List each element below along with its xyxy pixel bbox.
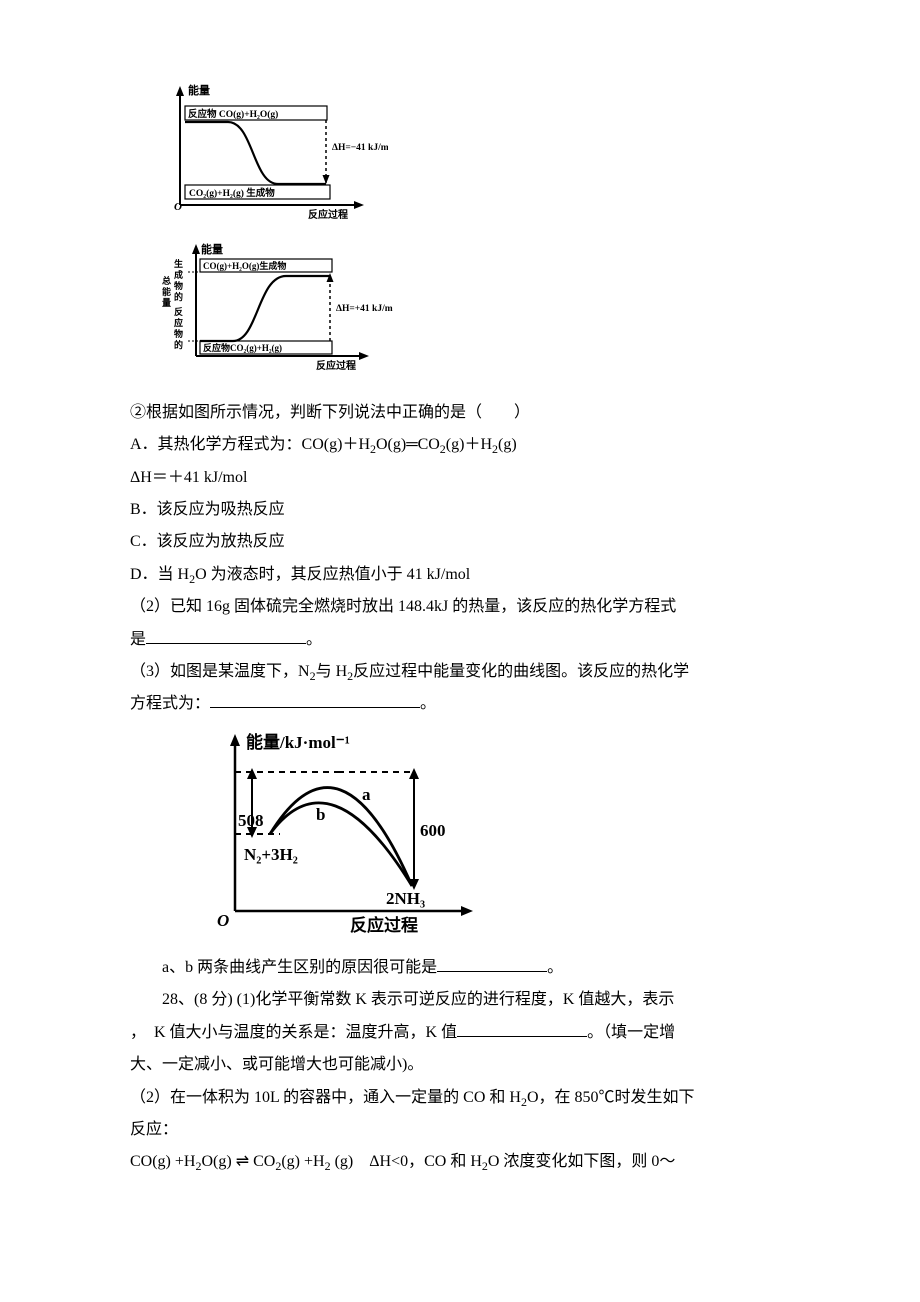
svg-text:ΔH=−41 kJ/mol: ΔH=−41 kJ/mol [332, 143, 388, 153]
q2-option-d: D．当 H2O 为液态时，其反应热值小于 41 kJ/mol [130, 560, 820, 590]
energy-diagram-endothermic: 能量 生 成 物 的 总 能 量 反 应 物 的 CO(g)+H₂O(g)生成物… [158, 241, 820, 387]
q2-option-c: C．该反应为放热反应 [130, 527, 820, 557]
text: O(g) [376, 436, 406, 453]
q28-line3: 大、一定减小、或可能增大也可能减小)。 [130, 1050, 820, 1080]
energy-diagram-exothermic: O 能量 反应物 CO(g)+H₂O(g) ΔH=−41 kJ/mol CO₂(… [158, 80, 820, 231]
svg-text:的: 的 [174, 291, 183, 302]
svg-text:508: 508 [238, 811, 264, 830]
svg-text:a: a [362, 785, 371, 804]
text: O，在 850℃时发生如下 [527, 1089, 695, 1106]
part2-line2: 是。 [130, 625, 820, 655]
text: 。 [547, 959, 563, 976]
q28-eq: CO(g) +H2O(g) ⇌ CO2(g) +H2 (g) ΔH<0，CO 和… [130, 1147, 820, 1177]
text: 。（填一定增 [587, 1024, 675, 1041]
text: O 浓度变化如下图，则 0～ [488, 1153, 676, 1170]
part3-line2: 方程式为： 。 [130, 689, 820, 719]
svg-text:O: O [217, 911, 229, 930]
text: （3）如图是某温度下，N [130, 663, 310, 680]
text: 与 H [316, 663, 348, 680]
svg-text:物: 物 [174, 328, 183, 339]
blank [457, 1019, 587, 1037]
part3-tail: a、b 两条曲线产生区别的原因很可能是 。 [130, 953, 820, 983]
blank [210, 691, 420, 709]
svg-text:b: b [316, 805, 325, 824]
svg-text:反应过程: 反应过程 [308, 208, 348, 220]
text: O 为液态时，其反应热值小于 41 kJ/mol [195, 566, 470, 583]
part3-line1: （3）如图是某温度下，N2与 H2反应过程中能量变化的曲线图。该反应的热化学 [130, 657, 820, 687]
svg-text:成: 成 [174, 269, 183, 280]
svg-text:生: 生 [174, 258, 183, 269]
svg-text:反应过程: 反应过程 [350, 915, 418, 935]
text: 反应过程中能量变化的曲线图。该反应的热化学 [353, 663, 689, 680]
svg-text:能量: 能量 [188, 83, 210, 97]
svg-text:反应过程: 反应过程 [316, 359, 356, 372]
svg-text:量: 量 [162, 297, 171, 308]
text: (g)＋H [446, 436, 492, 453]
text: (g) ΔH<0，CO 和 H [331, 1153, 482, 1170]
q2-option-b: B．该反应为吸热反应 [130, 495, 820, 525]
q28-line4: （2）在一体积为 10L 的容器中，通入一定量的 CO 和 H2O，在 850℃… [130, 1083, 820, 1113]
svg-text:ΔH=+41 kJ/mol: ΔH=+41 kJ/mol [336, 304, 393, 314]
text: a、b 两条曲线产生区别的原因很可能是 [162, 959, 437, 976]
blank [437, 954, 547, 972]
q28-line2: ， K 值大小与温度的关系是：温度升高，K 值 。（填一定增 [130, 1018, 820, 1048]
q2-stem: ②根据如图所示情况，判断下列说法中正确的是（ ） [130, 398, 820, 428]
text: 方程式为： [130, 695, 210, 712]
text: CO [418, 436, 440, 453]
text: O(g) [201, 1153, 235, 1170]
svg-text:反应物CO₂(g)+H₂(g): 反应物CO₂(g)+H₂(g) [203, 342, 282, 353]
text: 。 [420, 695, 436, 712]
svg-text:600: 600 [420, 821, 446, 840]
svg-text:CO₂(g)+H₂(g) 生成物: CO₂(g)+H₂(g) 生成物 [189, 187, 275, 199]
energy-curve-chart: O 能量/kJ·mol⁻¹ 反应过程 508 600 a b [190, 726, 820, 947]
svg-text:的: 的 [174, 339, 183, 350]
text: (g) +H [281, 1153, 324, 1170]
reversible-arrow: ⇌ [236, 1153, 249, 1170]
svg-text:O: O [174, 201, 182, 213]
text: 。 [306, 631, 322, 648]
q28-line5: 反应： [130, 1115, 820, 1145]
svg-text:能: 能 [162, 286, 171, 297]
text: 是 [130, 631, 146, 648]
text: CO(g) +H [130, 1153, 195, 1170]
q2-option-a: A．其热化学方程式为：CO(g)＋H2O(g)═CO2(g)＋H2(g) [130, 430, 820, 460]
svg-text:物: 物 [174, 280, 183, 291]
q2-option-a-dh: ΔH＝＋41 kJ/mol [130, 463, 820, 493]
svg-text:反应物 CO(g)+H₂O(g): 反应物 CO(g)+H₂O(g) [188, 108, 278, 120]
text: （2）在一体积为 10L 的容器中，通入一定量的 CO 和 H [130, 1089, 521, 1106]
svg-text:反: 反 [174, 306, 183, 317]
blank [146, 626, 306, 644]
text: D．当 H [130, 566, 189, 583]
svg-text:N₂+3H₂: N₂+3H₂ [244, 845, 298, 864]
svg-text:CO(g)+H₂O(g)生成物: CO(g)+H₂O(g)生成物 [203, 260, 286, 271]
q28-line1: 28、(8 分) (1)化学平衡常数 K 表示可逆反应的进行程度，K 值越大，表… [130, 985, 820, 1015]
svg-text:能量/kJ·mol⁻¹: 能量/kJ·mol⁻¹ [246, 732, 350, 752]
part2-line1: （2）已知 16g 固体硫完全燃烧时放出 148.4kJ 的热量，该反应的热化学… [130, 592, 820, 622]
svg-text:2NH₃: 2NH₃ [386, 889, 425, 908]
svg-text:能量: 能量 [201, 242, 223, 256]
text: ， K 值大小与温度的关系是：温度升高，K 值 [130, 1024, 457, 1041]
eq: ═ [406, 436, 417, 453]
text: CO [249, 1153, 275, 1170]
text: A．其热化学方程式为：CO(g)＋H [130, 436, 370, 453]
text: (g) [498, 436, 517, 453]
svg-text:总: 总 [162, 275, 171, 286]
svg-text:应: 应 [174, 317, 183, 328]
